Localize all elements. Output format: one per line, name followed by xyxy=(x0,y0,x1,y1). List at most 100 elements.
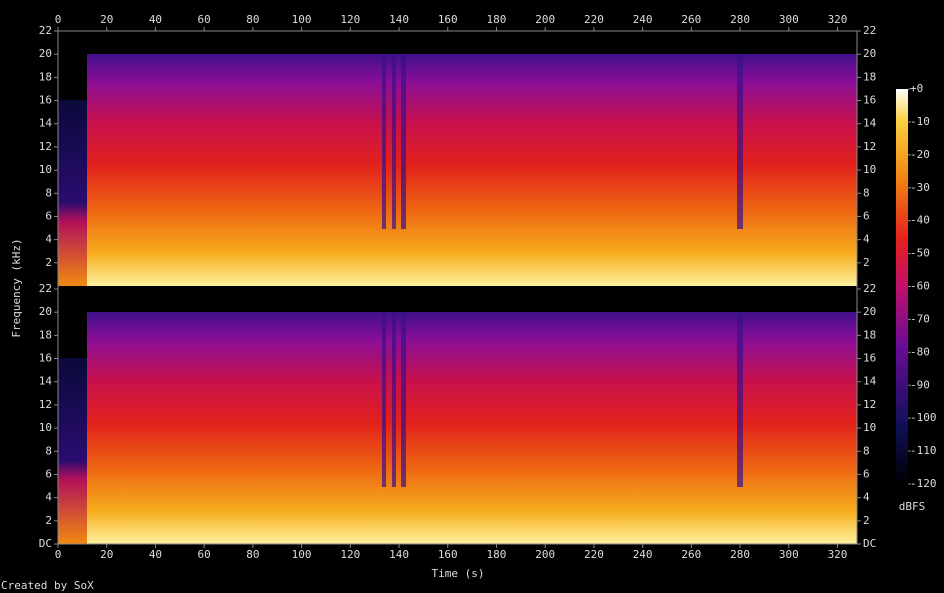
y-tick-label: 14 xyxy=(863,375,877,388)
plot-frame xyxy=(57,30,858,545)
x-tick-label: 280 xyxy=(730,13,750,26)
x-tick-label: 240 xyxy=(633,13,653,26)
x-tick-label: 140 xyxy=(389,548,409,561)
x-tick-label: 0 xyxy=(55,548,62,561)
colorbar-tick-label: -80 xyxy=(910,345,930,358)
y-tick-label: 18 xyxy=(39,70,52,83)
x-tick-label: 160 xyxy=(438,13,458,26)
y-tick-label: 10 xyxy=(39,163,52,176)
x-tick-label: 100 xyxy=(292,13,312,26)
colorbar-tick-label: -40 xyxy=(910,214,930,227)
channel-image xyxy=(58,31,857,286)
y-tick-label: 14 xyxy=(39,375,53,388)
x-tick-label: 240 xyxy=(633,548,653,561)
y-tick-label: 2 xyxy=(45,514,52,527)
colorbar-tick-label: -50 xyxy=(910,247,930,260)
y-tick-label: 10 xyxy=(863,421,876,434)
x-axis-label: Time (s) xyxy=(432,567,485,580)
colorbar-label: dBFS xyxy=(899,500,926,513)
y-tick-label: 2 xyxy=(45,256,52,269)
x-tick-label: 40 xyxy=(149,13,162,26)
x-tick-label: 60 xyxy=(198,548,211,561)
y-tick-label: 8 xyxy=(863,444,870,457)
y-tick-label: 4 xyxy=(45,491,52,504)
y-tick-label: 16 xyxy=(39,352,52,365)
y-tick-label: 6 xyxy=(863,209,870,222)
y-tick-label: DC xyxy=(863,537,876,550)
x-tick-label: 320 xyxy=(828,13,848,26)
y-tick-label: 12 xyxy=(863,398,876,411)
colorbar-tick-label: -30 xyxy=(910,181,930,194)
channel-image xyxy=(58,289,857,544)
x-tick-label: 200 xyxy=(535,548,555,561)
y-tick-label: 14 xyxy=(863,117,877,130)
x-tick-label: 80 xyxy=(246,13,259,26)
y-tick-label: DC xyxy=(39,537,52,550)
colorbar-tick-label: +0 xyxy=(910,82,923,95)
y-tick-label: 10 xyxy=(863,163,876,176)
y-tick-label: 4 xyxy=(863,491,870,504)
x-tick-label: 160 xyxy=(438,548,458,561)
y-tick-label: 6 xyxy=(863,467,870,480)
y-tick-label: 16 xyxy=(863,94,876,107)
y-tick-label: 20 xyxy=(863,305,876,318)
colorbar-tick-label: -100 xyxy=(910,411,937,424)
y-axis-label: Frequency (kHz) xyxy=(10,238,23,337)
colorbar-tick-label: -70 xyxy=(910,312,930,325)
x-tick-label: 20 xyxy=(100,548,113,561)
y-tick-label: 6 xyxy=(45,467,52,480)
x-tick-label: 180 xyxy=(487,13,507,26)
y-tick-label: 12 xyxy=(39,140,52,153)
y-tick-label: 22 xyxy=(39,24,52,37)
colorbar-tick-label: -60 xyxy=(910,280,930,293)
x-tick-label: 180 xyxy=(487,548,507,561)
colorbar-tick-label: -20 xyxy=(910,148,930,161)
y-tick-label: 22 xyxy=(863,282,876,295)
x-tick-label: 220 xyxy=(584,13,604,26)
y-tick-label: 20 xyxy=(39,305,52,318)
x-tick-label: 260 xyxy=(681,13,701,26)
y-tick-label: 8 xyxy=(45,186,52,199)
x-tick-label: 280 xyxy=(730,548,750,561)
x-tick-label: 0 xyxy=(55,13,62,26)
colorbar-tick-label: -10 xyxy=(910,115,930,128)
y-tick-label: 4 xyxy=(863,233,870,246)
x-tick-label: 260 xyxy=(681,548,701,561)
y-tick-label: 22 xyxy=(863,24,876,37)
x-tick-label: 120 xyxy=(340,548,360,561)
x-tick-label: 200 xyxy=(535,13,555,26)
y-tick-label: 18 xyxy=(39,328,52,341)
y-tick-label: 6 xyxy=(45,209,52,222)
colorbar-tick-label: -90 xyxy=(910,378,930,391)
y-tick-label: 8 xyxy=(45,444,52,457)
colorbar xyxy=(896,89,908,484)
x-tick-label: 60 xyxy=(198,13,211,26)
y-tick-label: 2 xyxy=(863,256,870,269)
x-tick-label: 320 xyxy=(828,548,848,561)
y-tick-label: 16 xyxy=(39,94,52,107)
y-tick-label: 18 xyxy=(863,70,876,83)
colorbar-tick-label: -120 xyxy=(910,477,937,490)
x-tick-label: 80 xyxy=(246,548,259,561)
x-tick-label: 220 xyxy=(584,548,604,561)
x-tick-label: 100 xyxy=(292,548,312,561)
y-tick-label: 22 xyxy=(39,282,52,295)
x-tick-label: 300 xyxy=(779,13,799,26)
y-tick-label: 20 xyxy=(863,47,876,60)
y-tick-label: 8 xyxy=(863,186,870,199)
x-tick-label: 300 xyxy=(779,548,799,561)
y-tick-label: 18 xyxy=(863,328,876,341)
x-tick-label: 40 xyxy=(149,548,162,561)
y-tick-label: 4 xyxy=(45,233,52,246)
y-tick-label: 10 xyxy=(39,421,52,434)
colorbar-tick-label: -110 xyxy=(910,444,937,457)
y-tick-label: 12 xyxy=(39,398,52,411)
x-tick-label: 120 xyxy=(340,13,360,26)
y-tick-label: 20 xyxy=(39,47,52,60)
credit: Created by SoX xyxy=(1,579,94,592)
x-tick-label: 140 xyxy=(389,13,409,26)
x-tick-label: 20 xyxy=(100,13,113,26)
y-tick-label: 16 xyxy=(863,352,876,365)
y-tick-label: 2 xyxy=(863,514,870,527)
